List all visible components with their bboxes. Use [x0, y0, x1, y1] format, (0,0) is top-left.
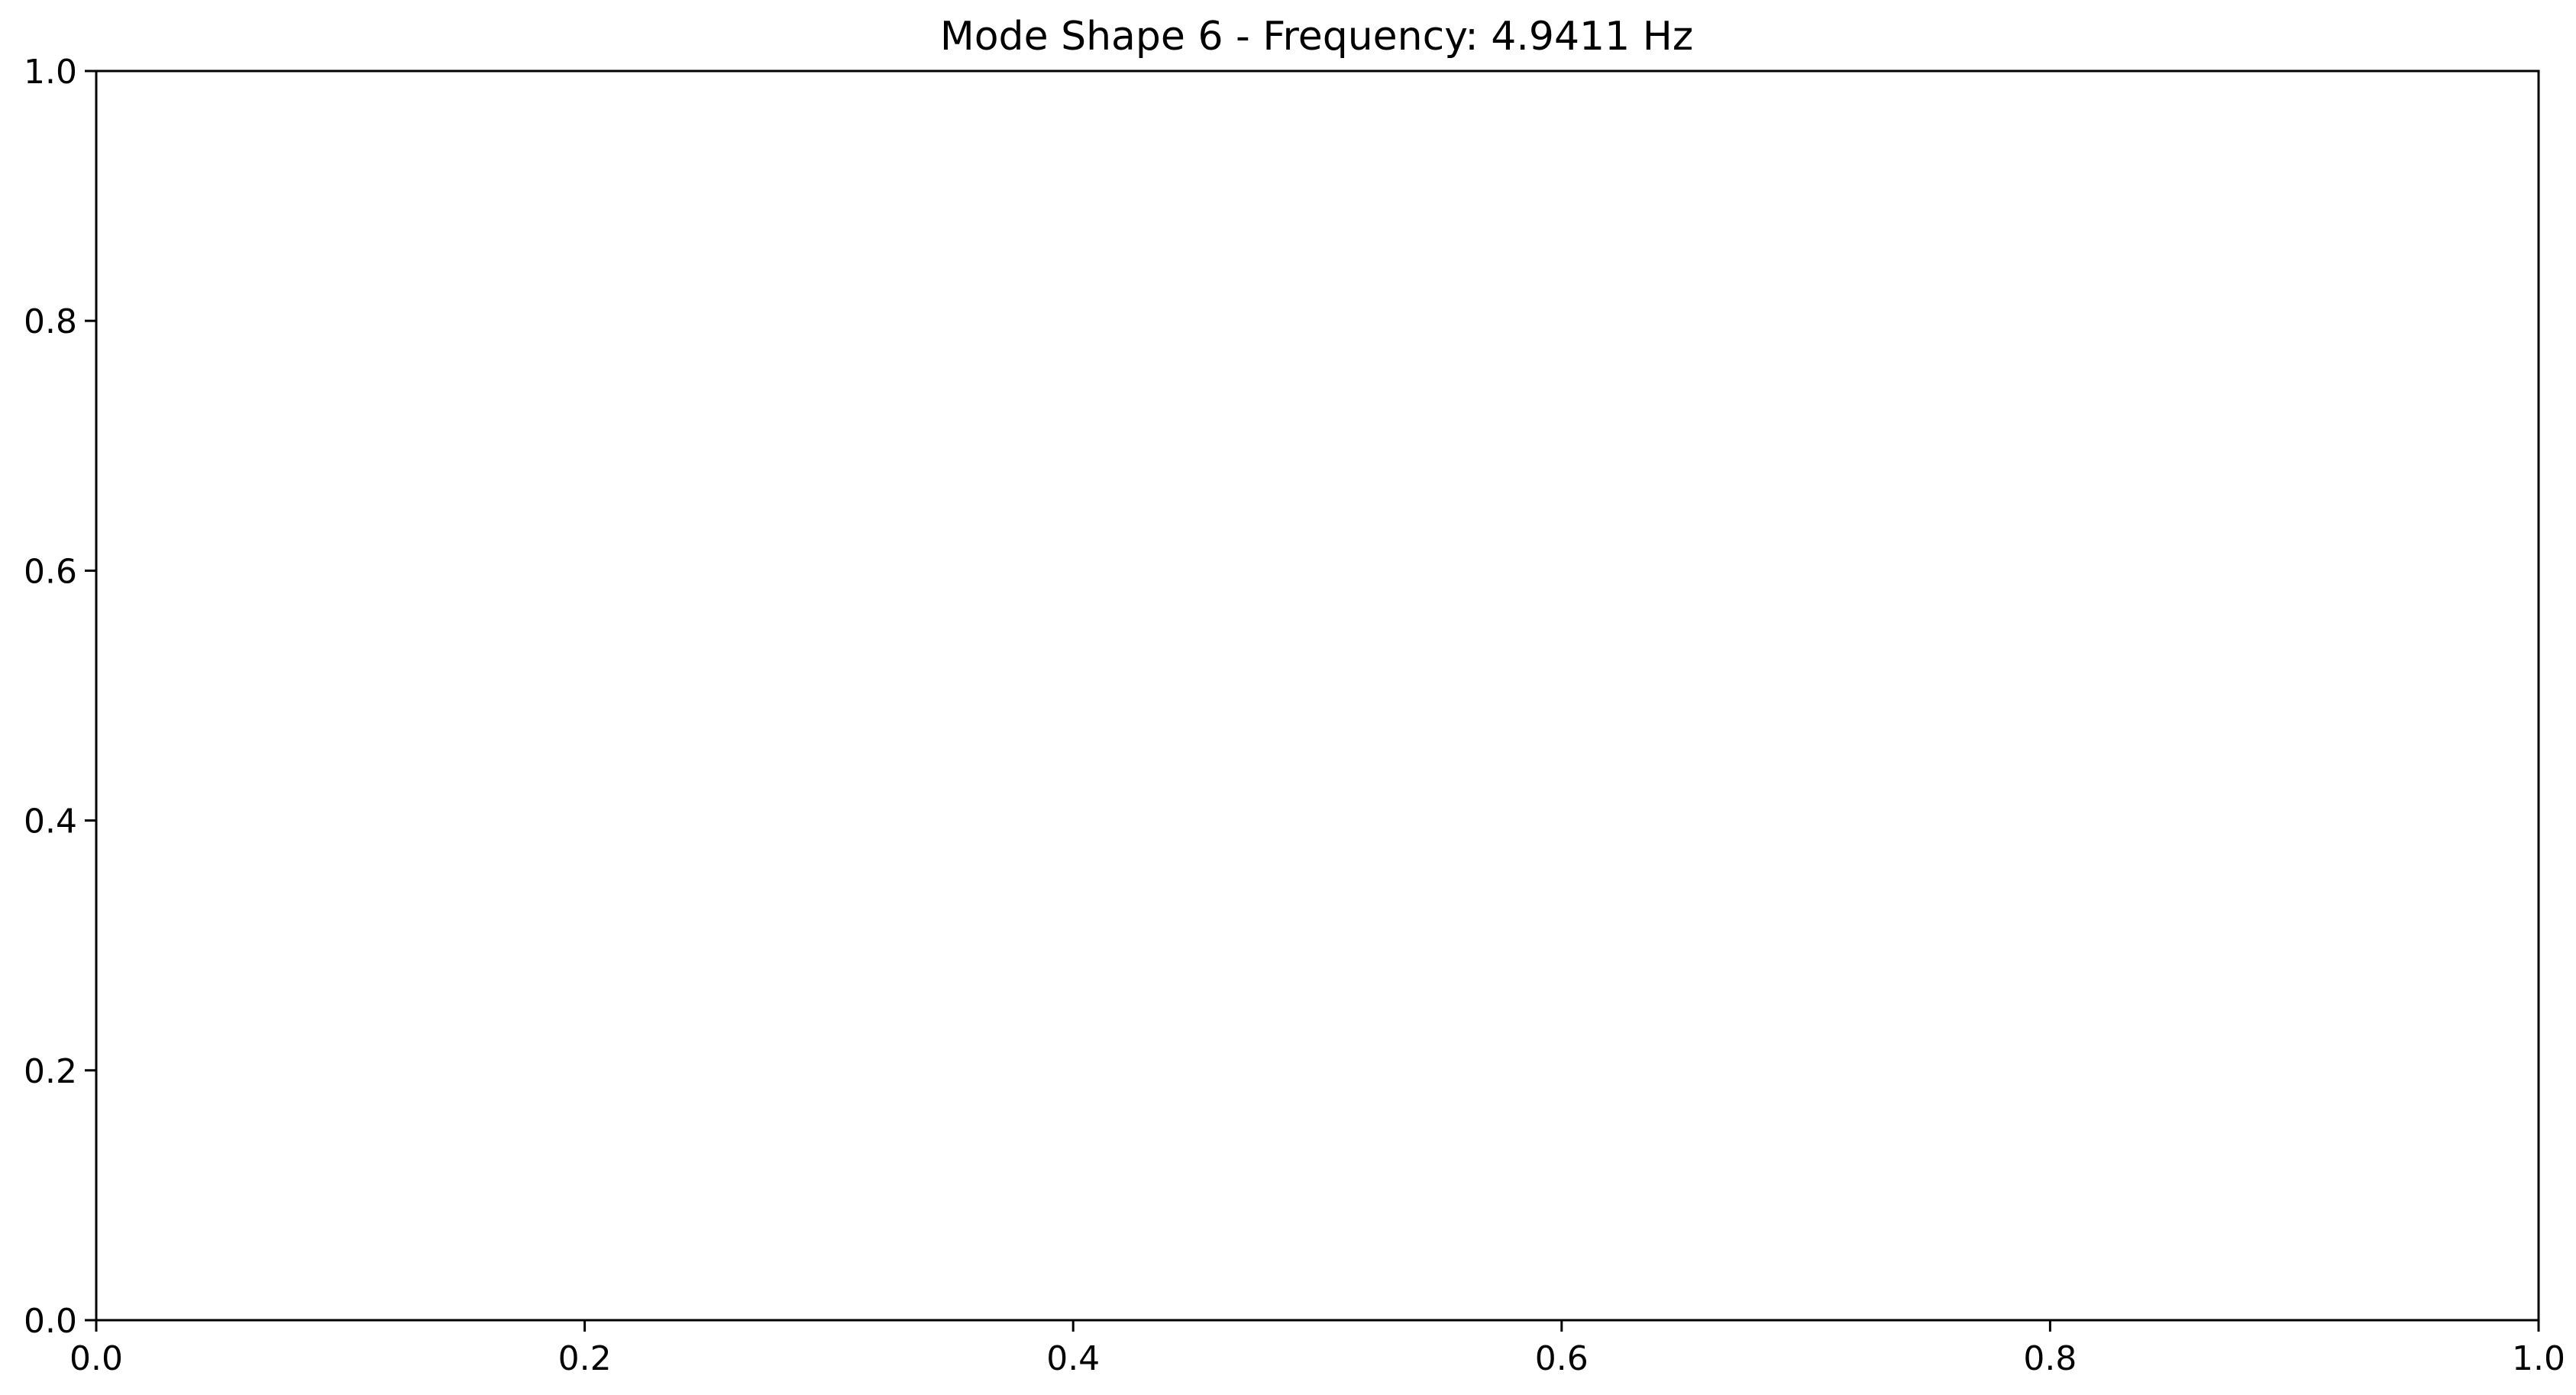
- y-tick-label: 0.2: [24, 1052, 77, 1091]
- x-tick-label: 0.8: [2023, 1339, 2077, 1378]
- plot-frame: [95, 69, 2540, 1322]
- y-tick-label: 1.0: [24, 53, 77, 92]
- y-tick-label: 0.6: [24, 552, 77, 591]
- x-tick-label: 0.0: [69, 1339, 123, 1378]
- y-tick-label: 0.0: [24, 1302, 77, 1341]
- x-tick-label: 0.4: [1046, 1339, 1100, 1378]
- y-tick-label: 0.8: [24, 302, 77, 341]
- x-axis-ticks: 0.0 0.2 0.4 0.6 0.8 1.0: [69, 1320, 2565, 1378]
- x-tick-label: 0.2: [558, 1339, 612, 1378]
- y-axis-ticks: 0.0 0.2 0.4 0.6 0.8 1.0: [24, 53, 96, 1341]
- x-tick-label: 1.0: [2512, 1339, 2565, 1378]
- x-tick-label: 0.6: [1535, 1339, 1589, 1378]
- chart-title: Mode Shape 6 - Frequency: 4.9411 Hz: [940, 14, 1693, 60]
- y-tick-label: 0.4: [24, 802, 77, 841]
